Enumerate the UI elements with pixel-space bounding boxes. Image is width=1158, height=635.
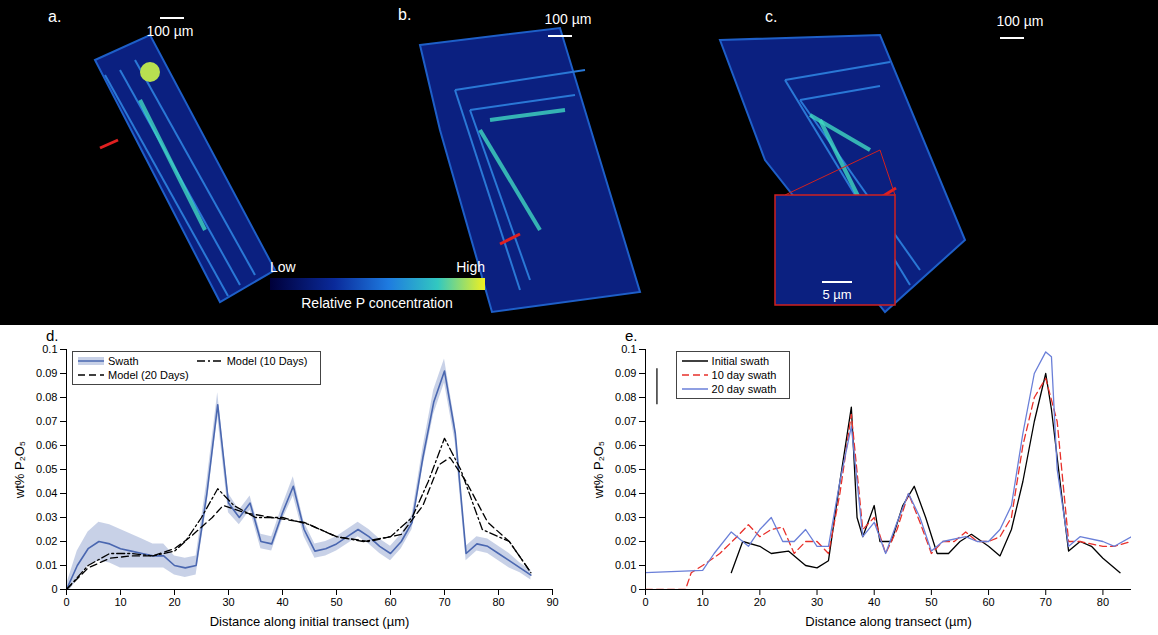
svg-text:80: 80 (492, 596, 504, 608)
svg-text:40: 40 (276, 596, 288, 608)
svg-text:0.08: 0.08 (615, 391, 636, 403)
svg-text:0: 0 (51, 583, 57, 595)
svg-text:10: 10 (697, 596, 709, 608)
svg-text:a.: a. (48, 8, 61, 25)
svg-text:c.: c. (765, 8, 777, 25)
svg-text:wt% P₂O₅: wt% P₂O₅ (12, 441, 27, 499)
svg-text:0.05: 0.05 (36, 463, 57, 475)
svg-text:0.05: 0.05 (615, 463, 636, 475)
svg-text:10: 10 (114, 596, 126, 608)
svg-text:0.03: 0.03 (615, 511, 636, 523)
svg-text:50: 50 (330, 596, 342, 608)
svg-text:Distance along transect (µm): Distance along transect (µm) (805, 614, 971, 629)
svg-text:Distance along initial transec: Distance along initial transect (µm) (210, 614, 410, 629)
svg-text:80: 80 (1097, 596, 1109, 608)
svg-text:60: 60 (384, 596, 396, 608)
svg-text:wt% P₂O₅: wt% P₂O₅ (591, 441, 606, 499)
svg-text:0.09: 0.09 (36, 367, 57, 379)
html-text:d.: d. (46, 327, 59, 344)
svg-text:40: 40 (868, 596, 880, 608)
svg-text:b.: b. (398, 6, 411, 23)
svg-text:70: 70 (438, 596, 450, 608)
svg-text:60: 60 (982, 596, 994, 608)
svg-text:100 µm: 100 µm (147, 23, 194, 39)
svg-text:70: 70 (1040, 596, 1052, 608)
svg-text:0.02: 0.02 (36, 535, 57, 547)
svg-text:50: 50 (925, 596, 937, 608)
svg-text:0.01: 0.01 (615, 559, 636, 571)
svg-text:0.04: 0.04 (615, 487, 636, 499)
svg-text:Relative P concentration: Relative P concentration (301, 295, 453, 311)
svg-text:High: High (456, 259, 485, 275)
svg-text:0: 0 (630, 583, 636, 595)
svg-text:Low: Low (270, 259, 297, 275)
svg-text:30: 30 (811, 596, 823, 608)
html-text:Model (20 Days): Model (20 Days) (108, 369, 189, 381)
svg-text:0.08: 0.08 (36, 391, 57, 403)
html-text:Swath: Swath (108, 355, 139, 367)
svg-text:0: 0 (63, 596, 69, 608)
svg-text:0.06: 0.06 (615, 439, 636, 451)
svg-text:20: 20 (168, 596, 180, 608)
svg-text:100 µm: 100 µm (997, 13, 1044, 29)
svg-text:20: 20 (754, 596, 766, 608)
svg-text:0.06: 0.06 (36, 439, 57, 451)
svg-text:0.1: 0.1 (621, 343, 636, 355)
svg-text:0: 0 (642, 596, 648, 608)
svg-text:0.03: 0.03 (36, 511, 57, 523)
svg-text:0.09: 0.09 (615, 367, 636, 379)
html-text:e.: e. (625, 327, 638, 344)
svg-text:0.01: 0.01 (36, 559, 57, 571)
svg-text:0.04: 0.04 (36, 487, 57, 499)
html-text:Initial swath: Initial swath (711, 355, 770, 367)
svg-text:5 µm: 5 µm (822, 287, 851, 302)
svg-text:0.07: 0.07 (615, 415, 636, 427)
svg-text:0.07: 0.07 (36, 415, 57, 427)
svg-text:30: 30 (222, 596, 234, 608)
svg-text:100 µm: 100 µm (545, 11, 592, 27)
html-text:10 day swath: 10 day swath (711, 369, 777, 381)
html-text:Model (10 Days): Model (10 Days) (226, 355, 308, 367)
html-text:20 day swath: 20 day swath (711, 383, 777, 395)
svg-text:0.02: 0.02 (615, 535, 636, 547)
svg-text:90: 90 (546, 596, 558, 608)
svg-text:0.1: 0.1 (42, 343, 57, 355)
